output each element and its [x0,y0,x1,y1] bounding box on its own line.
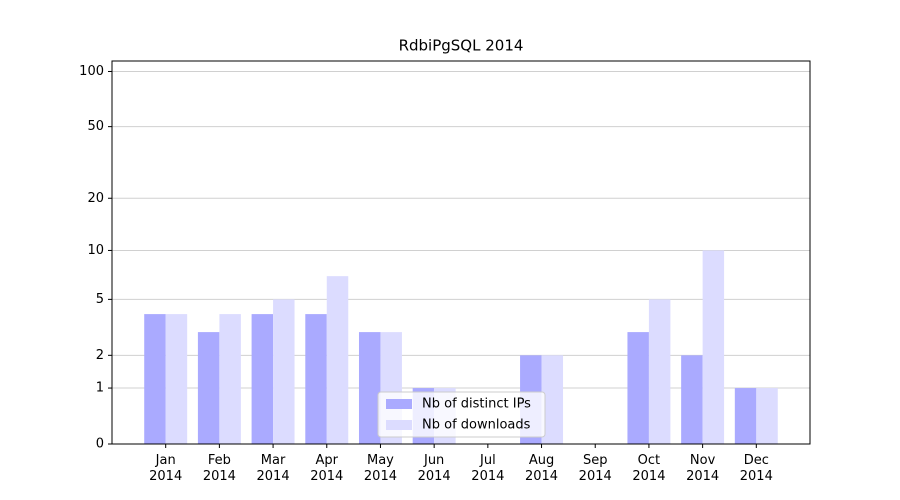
y-tick-label: 2 [96,348,104,363]
bar [541,355,564,444]
bar [756,388,778,444]
bar [197,332,220,444]
y-tick-label: 0 [96,437,104,452]
x-tick-label: Feb 2014 [202,453,236,484]
bar [273,299,295,444]
bar [251,314,274,444]
legend-label: Nb of downloads [422,418,531,433]
legend-swatch [386,420,412,430]
y-tick-label: 5 [96,292,104,307]
bar [165,314,188,444]
x-tick-label: Jan 2014 [149,453,183,484]
bar [326,276,349,444]
legend-swatch [386,399,412,409]
x-tick-label: Jul 2014 [471,453,505,484]
bar [305,314,327,444]
chart-title: RdbiPgSQL 2014 [399,37,524,55]
x-tick-label: May 2014 [363,453,397,484]
bar [358,332,381,444]
legend-box [377,391,546,438]
x-tick-label: Oct 2014 [632,453,666,484]
x-tick-label: Jun 2014 [417,453,451,484]
bar [144,314,166,444]
x-tick-label: Sep 2014 [578,453,612,484]
x-tick-label: Apr 2014 [310,453,344,484]
plot-frame [111,60,811,445]
bar [219,314,241,444]
y-tick-label: 100 [79,64,104,79]
x-tick-label: Dec 2014 [739,453,773,484]
y-tick-label: 1 [96,381,104,396]
x-tick-label: Nov 2014 [686,453,720,484]
bar [627,332,649,444]
y-tick-label: 20 [87,191,104,206]
y-tick-label: 50 [87,119,104,134]
x-tick-label: Aug 2014 [524,453,559,484]
y-tick-label: 10 [87,243,104,258]
legend-label: Nb of distinct IPs [422,397,531,412]
bar [702,250,725,444]
bar [734,388,757,444]
bar [648,299,671,444]
bar [681,355,703,444]
x-tick-label: Mar 2014 [256,453,290,484]
